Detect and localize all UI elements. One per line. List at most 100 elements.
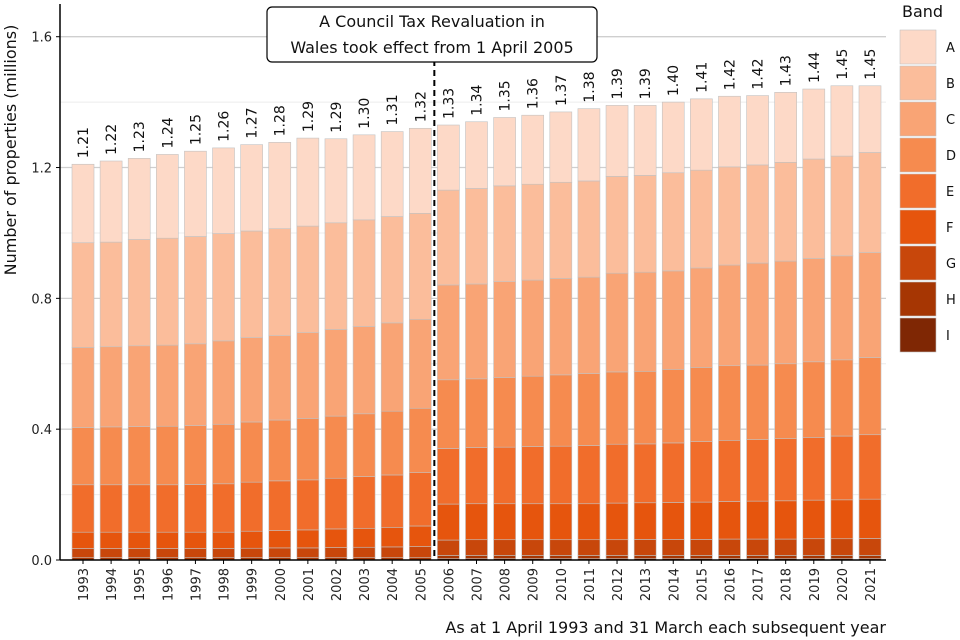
bar-segment-F-2000 xyxy=(268,530,292,549)
total-label-2019: 1.44 xyxy=(807,52,823,83)
bar-segment-H-2019 xyxy=(802,555,826,559)
bar-segment-D-2007 xyxy=(465,378,488,448)
x-tick-label-2014: 2014 xyxy=(667,568,682,601)
bar-segment-E-2007 xyxy=(465,447,488,505)
x-tick-label-1995: 1995 xyxy=(133,568,148,601)
bar-segment-F-1998 xyxy=(212,531,235,549)
bar-segment-D-1999 xyxy=(240,421,263,483)
bar-segment-D-2021 xyxy=(858,357,882,436)
total-label-2003: 1.30 xyxy=(357,98,373,129)
bar-segment-B-2013 xyxy=(633,175,657,273)
legend: Band A B C D E F G H I xyxy=(899,2,956,353)
x-tick-label-2009: 2009 xyxy=(527,568,542,601)
bar-segment-H-2017 xyxy=(746,555,769,559)
bar-segment-B-2016 xyxy=(718,166,741,266)
bar-segment-B-1994 xyxy=(99,241,123,348)
bar-segment-H-2009 xyxy=(521,555,545,559)
bar-segment-E-2018 xyxy=(774,438,797,502)
bar-segment-B-1998 xyxy=(212,233,235,342)
legend-title: Band xyxy=(902,2,943,21)
bar-segment-H-2012 xyxy=(605,555,629,559)
bar-segment-E-2015 xyxy=(690,441,713,503)
x-tick-label-2019: 2019 xyxy=(808,568,823,601)
y-tick-label: 1.6 xyxy=(31,31,52,46)
legend-label-G: G xyxy=(946,257,956,272)
bar-segment-C-2003 xyxy=(352,326,376,415)
bar-segment-F-2012 xyxy=(605,502,629,541)
bar-segment-D-2018 xyxy=(774,363,797,439)
bar-segment-G-2011 xyxy=(577,539,601,556)
total-label-2018: 1.43 xyxy=(779,55,795,86)
bar-segment-F-2009 xyxy=(521,503,545,541)
legend-swatch-C xyxy=(899,101,937,137)
x-tick-label-2008: 2008 xyxy=(499,568,514,601)
bar-segment-F-2021 xyxy=(858,498,882,539)
bar-segment-D-2008 xyxy=(493,377,516,448)
bar-segment-A-2009 xyxy=(521,114,545,185)
bar-segment-A-2014 xyxy=(661,101,685,174)
x-tick-label-2017: 2017 xyxy=(752,568,767,601)
total-label-1995: 1.23 xyxy=(132,121,148,152)
bar-segment-G-2010 xyxy=(549,539,573,556)
bar-segment-D-2005 xyxy=(408,407,432,473)
bar-segment-D-2003 xyxy=(352,413,376,477)
bar-segment-E-1996 xyxy=(156,484,179,533)
bar-segment-C-1997 xyxy=(184,343,207,426)
bar-segment-B-1997 xyxy=(184,236,207,345)
bar-segment-G-1994 xyxy=(99,548,123,559)
bar-segment-D-2000 xyxy=(268,419,292,482)
bar-segment-B-2000 xyxy=(268,228,292,336)
bar-segment-A-1997 xyxy=(184,150,207,237)
bar-segment-G-2003 xyxy=(352,546,376,559)
x-tick-label-2021: 2021 xyxy=(864,568,879,601)
legend-label-H: H xyxy=(946,293,956,308)
bar-segment-D-1993 xyxy=(71,427,95,486)
bar-segment-H-2013 xyxy=(633,555,657,559)
total-label-2021: 1.45 xyxy=(863,49,879,80)
total-label-1996: 1.24 xyxy=(160,117,176,148)
bar-segment-C-2013 xyxy=(633,271,657,372)
bar-segment-D-2014 xyxy=(661,369,685,444)
bar-segment-E-2000 xyxy=(268,480,292,531)
bar-segment-G-2002 xyxy=(324,547,348,559)
bar-segment-B-2021 xyxy=(858,152,882,253)
bar-segment-A-1999 xyxy=(240,144,263,232)
x-tick-label-1993: 1993 xyxy=(77,568,92,601)
bar-segment-E-2003 xyxy=(352,476,376,529)
bar-segment-C-2020 xyxy=(830,255,854,361)
bar-segment-B-2005 xyxy=(408,213,432,320)
bar-segment-A-2011 xyxy=(577,108,601,182)
bar-segment-A-2008 xyxy=(493,117,516,187)
x-tick-label-2006: 2006 xyxy=(442,568,457,601)
bar-segment-G-2000 xyxy=(268,547,292,559)
bar-segment-C-2002 xyxy=(324,329,348,417)
bar-segment-F-1996 xyxy=(156,531,179,549)
legend-label-A: A xyxy=(946,41,955,56)
bar-segment-G-2017 xyxy=(746,538,769,556)
legend-swatch-F xyxy=(899,209,937,245)
annotation-line-1: A Council Tax Revaluation in xyxy=(319,12,545,31)
bar-segment-D-1997 xyxy=(184,425,207,485)
total-label-2012: 1.39 xyxy=(610,68,626,99)
bar-segment-B-1996 xyxy=(156,237,179,346)
bar-segment-E-2001 xyxy=(296,479,320,531)
bar-segment-B-2019 xyxy=(802,158,826,259)
bar-segment-B-2009 xyxy=(521,183,545,281)
bar-segment-D-2006 xyxy=(437,379,460,449)
bar-segment-C-2021 xyxy=(858,252,882,358)
x-tick-label-2012: 2012 xyxy=(611,568,626,601)
bar-segment-E-1998 xyxy=(212,483,235,533)
total-label-2008: 1.35 xyxy=(498,80,514,111)
x-axis-title: As at 1 April 1993 and 31 March each sub… xyxy=(445,618,886,637)
total-label-1993: 1.21 xyxy=(76,127,92,158)
bar-segment-A-2017 xyxy=(746,95,769,166)
total-label-1997: 1.25 xyxy=(188,114,204,145)
bar-segment-F-2017 xyxy=(746,500,769,540)
bar-segment-D-2002 xyxy=(324,415,348,479)
bar-segment-C-2007 xyxy=(465,283,488,380)
legend-swatch-I xyxy=(899,317,937,353)
bar-segment-H-2020 xyxy=(830,555,854,559)
bar-segment-A-2015 xyxy=(690,98,713,171)
legend-swatch-A xyxy=(899,29,937,65)
